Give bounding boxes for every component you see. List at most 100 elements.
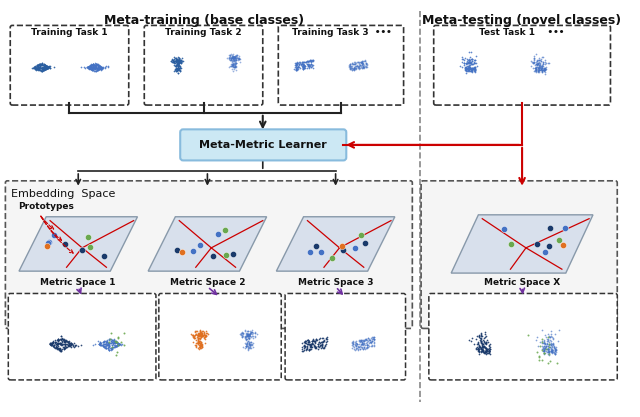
Point [304,347,314,353]
Point [297,339,307,346]
Point [172,65,182,72]
Point [90,63,100,70]
Point [174,57,184,63]
FancyBboxPatch shape [10,25,129,105]
Point [228,57,238,63]
Point [33,62,44,69]
Point [367,334,378,341]
Point [536,68,547,75]
Point [45,341,55,348]
Point [230,64,241,70]
Point [95,339,106,346]
Point [298,64,308,70]
Point [369,339,380,345]
Point [226,55,236,62]
Point [87,64,97,70]
Point [228,62,239,68]
Point [200,332,211,338]
Point [36,65,46,71]
Point [538,339,548,346]
Point [229,54,239,60]
Point [317,341,327,347]
Point [461,60,471,66]
Point [298,65,308,72]
Point [228,59,238,66]
Point [221,251,231,258]
Point [174,59,184,65]
Point [92,66,102,73]
Point [293,61,303,68]
Point [199,329,209,336]
Point [229,57,239,63]
Point [357,62,367,69]
Point [474,344,484,350]
Point [470,64,480,70]
Point [310,344,320,350]
Point [543,243,554,249]
Point [360,239,370,246]
Point [227,63,237,69]
Point [92,67,102,73]
Point [545,334,556,340]
Point [47,342,58,349]
Point [44,63,54,70]
Point [35,61,45,68]
Point [172,60,182,67]
Point [316,342,326,349]
Point [365,339,375,345]
Point [34,64,44,71]
Point [37,65,47,72]
Point [29,64,40,71]
Point [541,334,551,341]
Point [483,349,493,355]
Point [230,53,240,59]
Point [63,339,73,346]
Point [54,341,65,347]
Point [539,350,549,357]
Point [357,339,367,345]
Point [356,59,366,65]
Point [297,61,307,68]
Point [307,340,317,347]
Point [244,336,254,342]
Point [195,332,205,338]
Point [175,64,185,70]
Point [193,331,203,337]
Point [96,65,106,71]
Point [97,342,107,349]
Point [306,57,316,63]
Point [477,333,487,340]
Point [470,57,480,63]
Point [56,337,66,344]
Text: Metric Space 1: Metric Space 1 [40,278,116,287]
Point [298,65,308,72]
Point [228,251,238,257]
Point [225,56,236,63]
Point [536,69,547,75]
Point [300,344,310,351]
Point [173,59,184,66]
Point [314,343,324,349]
Point [306,58,316,65]
Point [476,332,486,339]
Point [361,61,371,68]
Point [241,337,252,343]
Point [227,61,237,68]
Point [317,339,328,346]
Point [230,63,240,70]
Point [237,329,248,336]
Point [45,342,56,348]
Point [543,337,553,343]
Point [93,66,103,73]
Point [231,51,241,58]
Point [538,344,548,351]
Text: Test Task 1    •••: Test Task 1 ••• [479,28,564,38]
Point [477,341,487,348]
Point [194,338,204,344]
Point [543,348,554,354]
Point [538,60,548,67]
Point [543,350,554,357]
Point [230,63,240,69]
Point [298,344,308,351]
Point [86,66,97,73]
